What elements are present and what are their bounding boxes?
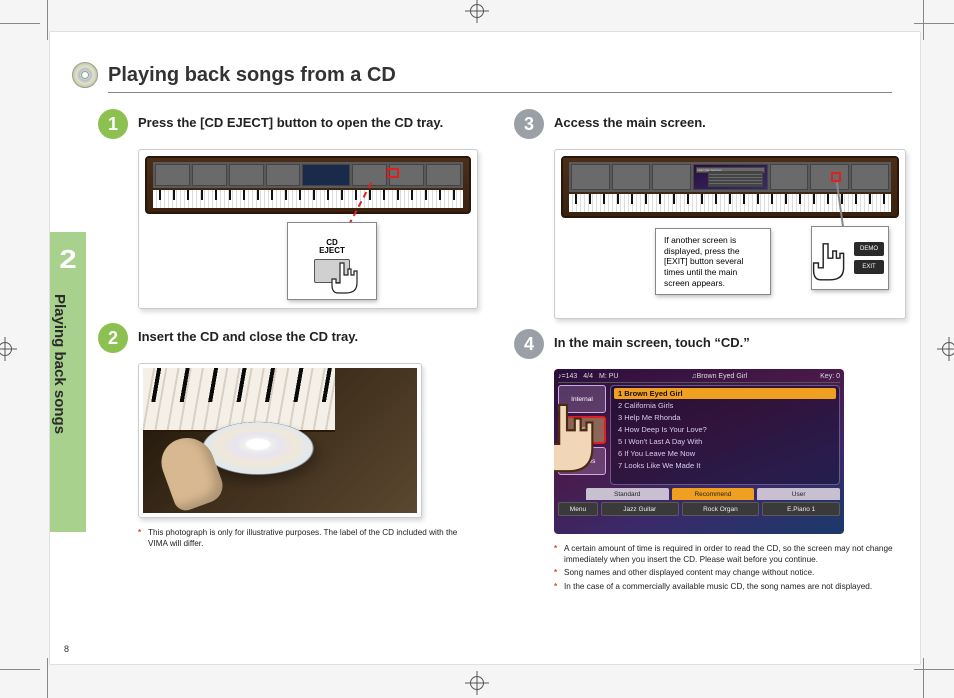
song-row[interactable]: 5 I Won't Last A Day With [614,436,836,447]
eject-label: CD EJECT [319,239,345,255]
song-row[interactable]: 6 If You Leave Me Now [614,448,836,459]
tab-user[interactable]: User [757,488,840,500]
cd-icon [72,62,98,88]
bottom-menu: Menu Jazz Guitar Rock Organ E.Piano 1 [558,502,840,516]
step-text: Press the [CD EJECT] button to open the … [138,109,443,132]
now-playing: ♫Brown Eyed Girl [624,373,814,380]
footnote: This photograph is only for illustrative… [138,528,478,549]
step-2: 2 Insert the CD and close the CD tray. [98,323,478,353]
demo-button[interactable]: DEMO [854,242,884,256]
chapter-tab: 2 Playing back songs [50,232,86,532]
timesig: 4/4 [583,373,593,380]
step-text: Access the main screen. [554,109,706,132]
step-4: 4 In the main screen, touch “CD.” [514,329,906,359]
step-bullet: 4 [514,329,544,359]
vima-screen: ♪=143 4/4 M: PU ♫Brown Eyed Girl Key: 0 … [554,369,844,534]
song-row[interactable]: 7 Looks Like We Made It [614,460,836,471]
figure-main-screen: ♪=143 4/4 M: PU ♫Brown Eyed Girl Key: 0 … [554,369,844,534]
tab-recommend[interactable]: Recommend [672,488,755,500]
tone-button[interactable]: Rock Organ [682,502,760,516]
measure: M: PU [599,373,618,380]
page-number: 8 [64,644,69,654]
manual-page: 2 Playing back songs Playing back songs … [50,32,920,664]
tone-button[interactable]: E.Piano 1 [762,502,840,516]
song-row[interactable]: 1 Brown Eyed Girl [614,388,836,399]
tab-standard[interactable]: Standard [586,488,669,500]
step-text: In the main screen, touch “CD.” [554,329,750,352]
hand-icon [324,259,364,299]
page-title: Playing back songs from a CD [108,64,396,87]
eject-callout: CD EJECT [287,222,377,300]
song-list[interactable]: 1 Brown Eyed Girl 2 California Girls 3 H… [610,385,840,485]
keyboard-mock: ♫Ain't We Got Fun [561,156,899,218]
footnote: In the case of a commercially available … [554,582,906,593]
song-row[interactable]: 2 California Girls [614,400,836,411]
title-row: Playing back songs from a CD [108,62,892,93]
demo-exit-callout: DEMO EXIT [811,226,889,290]
right-column: 3 Access the main screen. ♫Ain't We Got … [514,109,906,596]
step-bullet: 1 [98,109,128,139]
screen-statusbar: ♪=143 4/4 M: PU ♫Brown Eyed Girl Key: 0 [558,373,840,383]
song-row[interactable]: 4 How Deep Is Your Love? [614,424,836,435]
footnotes-left: This photograph is only for illustrative… [138,528,478,549]
key: Key: 0 [820,373,840,380]
step-bullet: 3 [514,109,544,139]
hand-icon [554,401,606,479]
keyboard-mock [145,156,471,214]
figure-keyboard-main: ♫Ain't We Got Fun [554,149,906,319]
step-1: 1 Press the [CD EJECT] button to open th… [98,109,478,139]
preset-tabs: Standard Recommend User [558,488,840,500]
tempo: ♪=143 [558,373,577,380]
step-3: 3 Access the main screen. [514,109,906,139]
left-column: 1 Press the [CD EJECT] button to open th… [98,109,478,596]
footnotes-right: A certain amount of time is required in … [554,544,906,593]
exit-button[interactable]: EXIT [854,260,884,274]
step-text: Insert the CD and close the CD tray. [138,323,358,346]
chapter-label: Playing back songs [51,294,68,434]
exit-note: If another screen is displayed, press th… [655,228,771,295]
tone-button[interactable]: Jazz Guitar [601,502,679,516]
figure-insert-cd [138,363,422,518]
figure-keyboard-eject: CD EJECT [138,149,478,309]
hand-icon [804,239,852,287]
chapter-number: 2 [46,244,89,275]
highlight-eject [387,168,399,178]
step-bullet: 2 [98,323,128,353]
highlight-exit [831,172,841,182]
menu-button[interactable]: Menu [558,502,598,516]
song-row[interactable]: 3 Help Me Rhonda [614,412,836,423]
footnote: A certain amount of time is required in … [554,544,906,565]
footnote: Song names and other displayed content m… [554,568,906,579]
